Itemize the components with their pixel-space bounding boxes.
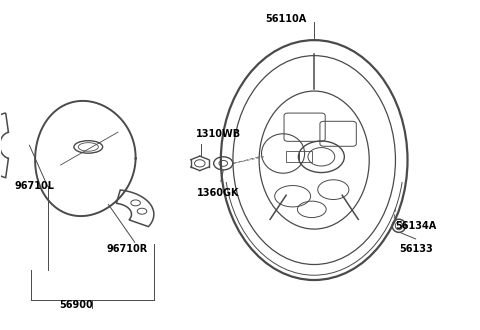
Text: 56110A: 56110A	[265, 14, 306, 24]
Text: 56133: 56133	[399, 244, 433, 254]
Text: 96710R: 96710R	[107, 244, 148, 254]
Text: 1360GK: 1360GK	[197, 188, 240, 198]
Text: 1310WB: 1310WB	[196, 129, 241, 139]
Text: 56134A: 56134A	[396, 221, 437, 231]
Text: 96710L: 96710L	[14, 182, 54, 191]
Text: 56900: 56900	[60, 300, 93, 310]
